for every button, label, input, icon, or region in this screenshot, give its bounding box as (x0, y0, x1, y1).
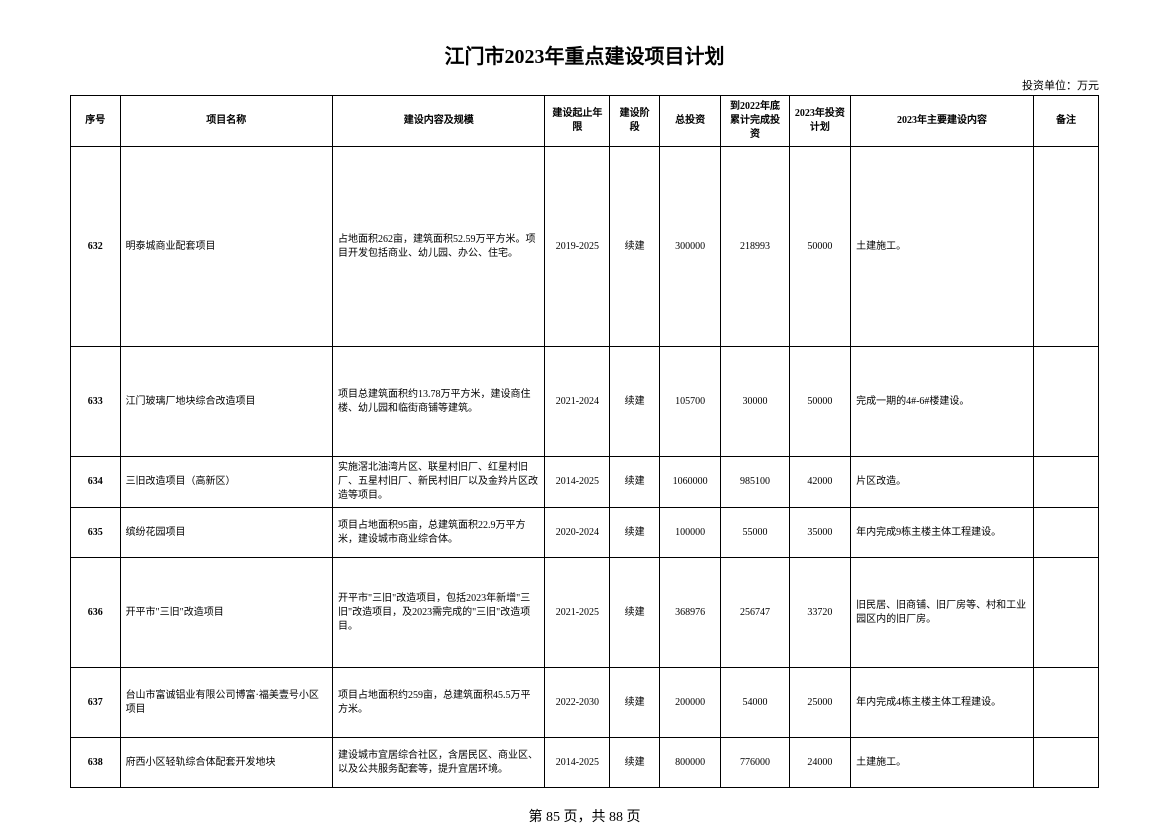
cell-invest: 200000 (659, 668, 720, 738)
cell-remark (1034, 668, 1099, 738)
cell-seq: 632 (71, 147, 121, 347)
cell-name: 江门玻璃厂地块综合改造项目 (120, 347, 332, 457)
table-row: 632明泰城商业配套项目占地面积262亩，建筑面积52.59万平方米。项目开发包… (71, 147, 1099, 347)
cell-seq: 637 (71, 668, 121, 738)
cell-done: 776000 (721, 738, 789, 788)
col-header-seq: 序号 (71, 96, 121, 147)
cell-seq: 638 (71, 738, 121, 788)
table-row: 633江门玻璃厂地块综合改造项目项目总建筑面积约13.78万平方米，建设商住楼、… (71, 347, 1099, 457)
cell-name: 三旧改造项目（高新区） (120, 457, 332, 508)
cell-plan: 33720 (789, 558, 850, 668)
cell-done: 256747 (721, 558, 789, 668)
cell-stage: 续建 (610, 558, 660, 668)
cell-done: 55000 (721, 508, 789, 558)
cell-main: 年内完成9栋主楼主体工程建设。 (851, 508, 1034, 558)
cell-plan: 25000 (789, 668, 850, 738)
cell-remark (1034, 508, 1099, 558)
cell-period: 2014-2025 (545, 738, 610, 788)
table-row: 634三旧改造项目（高新区）实施滘北油湾片区、联星村旧厂、红星村旧厂、五星村旧厂… (71, 457, 1099, 508)
cell-plan: 42000 (789, 457, 850, 508)
cell-name: 府西小区轻轨综合体配套开发地块 (120, 738, 332, 788)
project-table: 序号 项目名称 建设内容及规模 建设起止年限 建设阶段 总投资 到2022年底累… (70, 95, 1099, 788)
cell-done: 54000 (721, 668, 789, 738)
cell-plan: 50000 (789, 347, 850, 457)
cell-stage: 续建 (610, 508, 660, 558)
cell-main: 完成一期的4#-6#楼建设。 (851, 347, 1034, 457)
col-header-name: 项目名称 (120, 96, 332, 147)
cell-period: 2020-2024 (545, 508, 610, 558)
col-header-done: 到2022年底累计完成投资 (721, 96, 789, 147)
cell-main: 片区改造。 (851, 457, 1034, 508)
col-header-main: 2023年主要建设内容 (851, 96, 1034, 147)
cell-period: 2022-2030 (545, 668, 610, 738)
cell-plan: 24000 (789, 738, 850, 788)
cell-seq: 635 (71, 508, 121, 558)
cell-invest: 100000 (659, 508, 720, 558)
cell-stage: 续建 (610, 147, 660, 347)
cell-main: 土建施工。 (851, 738, 1034, 788)
cell-plan: 50000 (789, 147, 850, 347)
cell-invest: 1060000 (659, 457, 720, 508)
cell-remark (1034, 457, 1099, 508)
cell-stage: 续建 (610, 668, 660, 738)
cell-content: 项目总建筑面积约13.78万平方米，建设商住楼、幼儿园和临街商铺等建筑。 (333, 347, 545, 457)
cell-done: 218993 (721, 147, 789, 347)
page-title: 江门市2023年重点建设项目计划 (70, 40, 1099, 69)
cell-invest: 368976 (659, 558, 720, 668)
cell-period: 2021-2024 (545, 347, 610, 457)
cell-period: 2014-2025 (545, 457, 610, 508)
cell-invest: 105700 (659, 347, 720, 457)
cell-name: 台山市富诚铝业有限公司博富·福美壹号小区项目 (120, 668, 332, 738)
cell-invest: 800000 (659, 738, 720, 788)
cell-content: 占地面积262亩，建筑面积52.59万平方米。项目开发包括商业、幼儿园、办公、住… (333, 147, 545, 347)
col-header-period: 建设起止年限 (545, 96, 610, 147)
cell-content: 建设城市宜居综合社区，含居民区、商业区、以及公共服务配套等，提升宜居环境。 (333, 738, 545, 788)
cell-stage: 续建 (610, 347, 660, 457)
cell-period: 2021-2025 (545, 558, 610, 668)
cell-seq: 634 (71, 457, 121, 508)
cell-main: 旧民居、旧商铺、旧厂房等、村和工业园区内的旧厂房。 (851, 558, 1034, 668)
page-footer: 第 85 页，共 88 页 (70, 806, 1099, 826)
col-header-plan: 2023年投资计划 (789, 96, 850, 147)
unit-label: 投资单位：万元 (70, 77, 1099, 93)
cell-content: 项目占地面积95亩，总建筑面积22.9万平方米，建设城市商业综合体。 (333, 508, 545, 558)
table-header-row: 序号 项目名称 建设内容及规模 建设起止年限 建设阶段 总投资 到2022年底累… (71, 96, 1099, 147)
cell-remark (1034, 558, 1099, 668)
cell-content: 实施滘北油湾片区、联星村旧厂、红星村旧厂、五星村旧厂、新民村旧厂以及金羚片区改造… (333, 457, 545, 508)
cell-done: 30000 (721, 347, 789, 457)
cell-seq: 633 (71, 347, 121, 457)
col-header-remark: 备注 (1034, 96, 1099, 147)
cell-name: 开平市"三旧"改造项目 (120, 558, 332, 668)
table-row: 635缤纷花园项目项目占地面积95亩，总建筑面积22.9万平方米，建设城市商业综… (71, 508, 1099, 558)
table-row: 637台山市富诚铝业有限公司博富·福美壹号小区项目项目占地面积约259亩，总建筑… (71, 668, 1099, 738)
col-header-stage: 建设阶段 (610, 96, 660, 147)
cell-invest: 300000 (659, 147, 720, 347)
col-header-content: 建设内容及规模 (333, 96, 545, 147)
col-header-invest: 总投资 (659, 96, 720, 147)
cell-content: 开平市"三旧"改造项目，包括2023年新增"三旧"改造项目，及2023需完成的"… (333, 558, 545, 668)
cell-stage: 续建 (610, 457, 660, 508)
cell-period: 2019-2025 (545, 147, 610, 347)
cell-seq: 636 (71, 558, 121, 668)
cell-plan: 35000 (789, 508, 850, 558)
cell-done: 985100 (721, 457, 789, 508)
table-row: 638府西小区轻轨综合体配套开发地块建设城市宜居综合社区，含居民区、商业区、以及… (71, 738, 1099, 788)
cell-content: 项目占地面积约259亩，总建筑面积45.5万平方米。 (333, 668, 545, 738)
cell-name: 明泰城商业配套项目 (120, 147, 332, 347)
cell-name: 缤纷花园项目 (120, 508, 332, 558)
cell-remark (1034, 347, 1099, 457)
cell-stage: 续建 (610, 738, 660, 788)
cell-remark (1034, 738, 1099, 788)
table-row: 636开平市"三旧"改造项目开平市"三旧"改造项目，包括2023年新增"三旧"改… (71, 558, 1099, 668)
cell-remark (1034, 147, 1099, 347)
cell-main: 年内完成4栋主楼主体工程建设。 (851, 668, 1034, 738)
cell-main: 土建施工。 (851, 147, 1034, 347)
